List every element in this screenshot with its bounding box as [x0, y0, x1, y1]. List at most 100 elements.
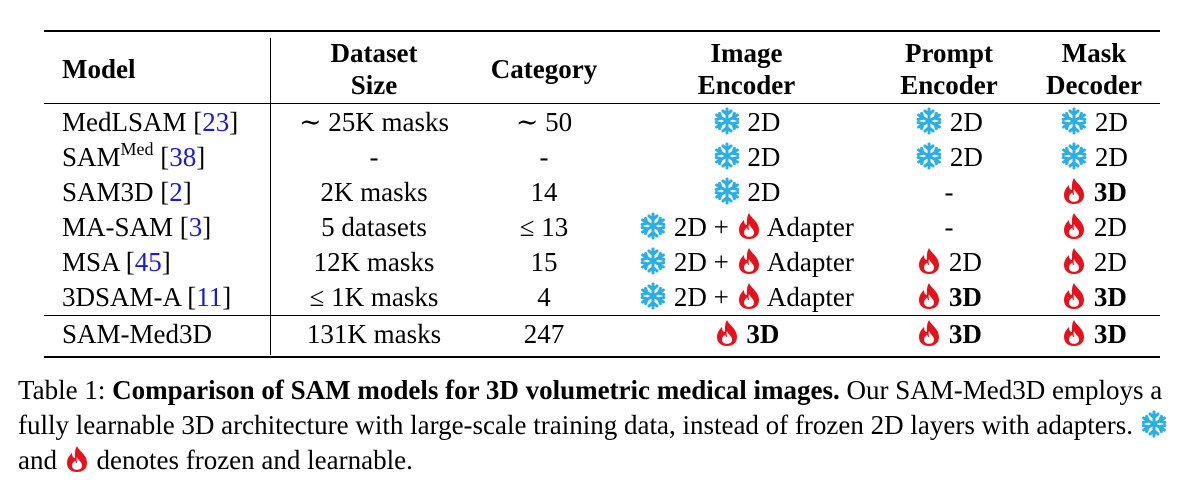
table-row: SAM3D [2] 2K masks 14 2D - 3D: [44, 175, 1160, 210]
model-name: SAM: [62, 142, 121, 172]
snowflake-icon: [916, 107, 942, 135]
snowflake-icon: [640, 282, 666, 310]
header-mask-decoder: Mask Decoder: [1046, 38, 1142, 100]
citation-link[interactable]: 45: [134, 247, 162, 277]
adapter-label: Adapter: [766, 212, 854, 242]
prompt-encoder-cell: -: [869, 175, 1029, 210]
image-encoder-cell: 2D: [624, 175, 869, 210]
dataset-size-cell: 2K masks: [320, 177, 428, 207]
citation-link[interactable]: 38: [169, 142, 197, 172]
flame-icon: [1064, 283, 1085, 309]
flame-icon: [1064, 213, 1085, 239]
dataset-size-cell: 131K masks: [306, 319, 442, 349]
mask-decoder-value: 2D: [1093, 247, 1127, 277]
model-name: SAM3D: [62, 177, 154, 207]
header-dataset-size: Dataset Size: [330, 38, 418, 100]
prompt-encoder-value: -: [944, 177, 954, 207]
model-name: MSA: [62, 247, 120, 277]
table-bottom-rule: [44, 356, 1160, 358]
table-row: SAMMed [38] - - 2D 2D 2D: [44, 140, 1160, 175]
flame-icon: [716, 320, 737, 346]
snowflake-icon: [916, 142, 942, 170]
caption-and: and: [18, 445, 57, 475]
table-lower-rule: [44, 315, 1160, 317]
dataset-size-cell: 12K masks: [313, 247, 435, 277]
citation-link[interactable]: 23: [202, 107, 230, 137]
snowflake-icon: [714, 107, 739, 135]
mask-decoder-cell: 2D: [1029, 105, 1159, 140]
flame-icon: [738, 248, 759, 274]
category-cell: 15: [530, 247, 558, 277]
snowflake-icon: [714, 142, 739, 170]
mask-decoder-value: 3D: [1093, 319, 1127, 349]
model-name: MedLSAM: [62, 107, 187, 137]
category-cell: -: [539, 142, 549, 172]
prompt-encoder-value: 3D: [948, 319, 982, 349]
flame-icon: [66, 446, 87, 472]
prompt-encoder-cell: 3D: [869, 317, 1029, 352]
model-name-cell: 3DSAM-A [11]: [62, 282, 232, 312]
flame-icon: [738, 283, 759, 309]
model-name-cell: MA-SAM [3]: [62, 212, 212, 242]
table-row: MedLSAM [23] ∼ 25K masks ∼ 50 2D 2D 2D: [44, 105, 1160, 140]
category-cell: 247: [523, 319, 565, 349]
model-name-cell: SAM3D [2]: [62, 177, 192, 207]
dataset-size-cell: ∼ 25K masks: [298, 107, 450, 137]
mask-decoder-value: 2D: [1094, 142, 1128, 172]
prompt-encoder-cell: 2D: [869, 245, 1029, 280]
caption-label: Table 1:: [18, 375, 106, 405]
snowflake-icon: [714, 177, 739, 205]
table-row: MA-SAM [3] 5 datasets ≤ 13 2D + Adapter - 2…: [44, 210, 1160, 245]
citation-link[interactable]: 11: [196, 282, 223, 312]
prompt-encoder-value: 3D: [948, 282, 982, 312]
model-name-cell: MSA [45]: [62, 247, 171, 277]
flame-icon: [919, 320, 940, 346]
snowflake-icon: [1061, 142, 1087, 170]
prompt-encoder-cell: -: [869, 210, 1029, 245]
header-prompt-encoder: Prompt Encoder: [900, 38, 998, 100]
table-top-rule: [44, 30, 1160, 32]
category-cell: ∼ 50: [515, 107, 573, 137]
table-row: SAM-Med3D 131K masks 247 3D 3D 3D: [44, 317, 1160, 352]
mask-decoder-cell: 2D: [1029, 210, 1159, 245]
model-name: 3DSAM-A: [62, 282, 181, 312]
table-row: MSA [45] 12K masks 15 2D + Adapter 2D 2D: [44, 245, 1160, 280]
table-header-rule: [44, 103, 1160, 105]
image-encoder-value: 2D: [747, 177, 781, 207]
adapter-label: Adapter: [766, 282, 854, 312]
image-encoder-cell: 2D: [624, 140, 869, 175]
caption-denotes: denotes frozen and learnable.: [96, 445, 413, 475]
table-column-divider: [270, 38, 272, 355]
model-name: SAM-Med3D: [62, 319, 213, 349]
snowflake-icon: [640, 212, 666, 240]
prompt-encoder-value: 2D: [949, 107, 983, 137]
header-image-encoder: Image Encoder: [697, 38, 796, 100]
caption-body: Our SAM-Med3D employs a fully learnable …: [18, 375, 1163, 440]
model-name-cell: MedLSAM [23]: [62, 107, 239, 137]
citation-link[interactable]: 3: [188, 212, 203, 242]
flame-icon: [1064, 320, 1085, 346]
prompt-encoder-value: -: [944, 212, 954, 242]
citation-link[interactable]: 2: [169, 177, 183, 207]
model-name: MA-SAM: [62, 212, 174, 242]
image-encoder-cell: 3D: [624, 317, 869, 352]
mask-decoder-value: 2D: [1093, 212, 1127, 242]
prompt-encoder-cell: 2D: [869, 140, 1029, 175]
image-encoder-cell: 2D + Adapter: [624, 245, 869, 280]
caption-title: Comparison of SAM models for 3D volumetr…: [112, 375, 840, 405]
header-category: Category: [490, 54, 598, 84]
flame-icon: [919, 283, 940, 309]
snowflake-icon: [1061, 107, 1087, 135]
mask-decoder-value: 3D: [1093, 282, 1127, 312]
category-cell: 14: [530, 177, 558, 207]
mask-decoder-cell: 3D: [1029, 317, 1159, 352]
mask-decoder-cell: 2D: [1029, 245, 1159, 280]
image-encoder-value: 2D: [747, 142, 781, 172]
flame-icon: [1064, 178, 1085, 204]
mask-decoder-value: 3D: [1093, 177, 1127, 207]
image-encoder-cell: 2D + Adapter: [624, 210, 869, 245]
image-encoder-cell: 2D + Adapter: [624, 280, 869, 315]
flame-icon: [738, 213, 759, 239]
image-encoder-value: 2D +: [673, 282, 729, 312]
header-model: Model: [62, 54, 136, 84]
